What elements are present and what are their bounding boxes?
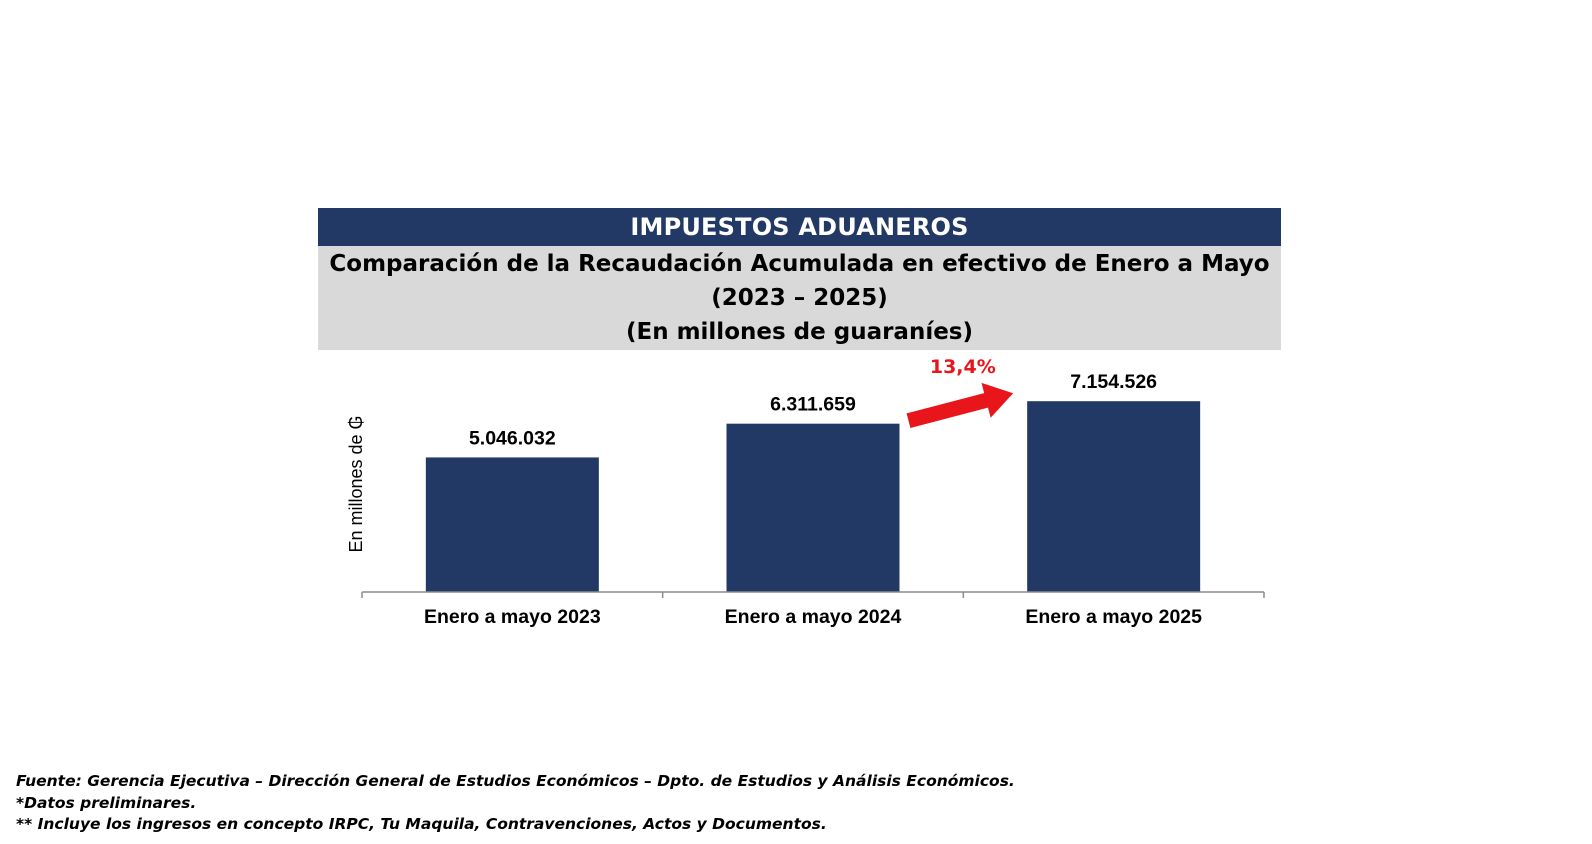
subtitle-line-1: Comparación de la Recaudación Acumulada … [329,251,1270,277]
data-label: 7.154.526 [1070,371,1157,393]
growth-arrow [906,382,1014,428]
x-tick-label: Enero a mayo 2023 [424,606,601,628]
subtitle-line-3: (En millones de guaraníes) [625,319,974,345]
data-label: 6.311.659 [770,394,856,416]
footnote-source: Fuente: Gerencia Ejecutiva – Dirección G… [16,772,1015,790]
footnote-preliminary: *Datos preliminares. [16,793,197,812]
chart-subtitle: Comparación de la Recaudación Acumulada … [318,246,1281,350]
footnote-includes: ** Incluye los ingresos en concepto IRPC… [16,815,827,833]
x-tick-label: Enero a mayo 2024 [725,606,902,628]
chart-header-title: IMPUESTOS ADUANEROS [318,208,1281,246]
bar [1027,401,1201,592]
subtitle-line-2: (2023 – 2025) [711,285,888,311]
growth-percentage-label: 13,4% [930,356,996,378]
bar [425,457,599,592]
bar [726,423,900,592]
x-tick-label: Enero a mayo 2025 [1025,606,1202,628]
y-axis-label: En millones de ₲ [346,415,366,552]
data-label: 5.046.032 [469,427,556,449]
footnotes: Fuente: Gerencia Ejecutiva – Dirección G… [16,771,1015,836]
